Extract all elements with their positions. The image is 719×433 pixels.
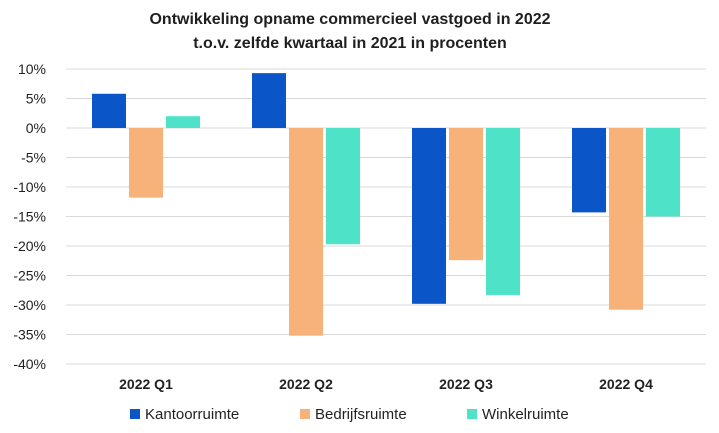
legend: Kantoorruimte Bedrijfsruimte Winkelruimte [130,406,569,423]
bar-kantoorruimte-1 [92,93,126,128]
y-tick-label: -10% [13,179,46,195]
bars [92,73,680,336]
bar-kantoorruimte-2 [252,73,286,128]
y-tick-label: 0% [26,120,46,136]
bar-winkelruimte-4 [646,128,680,217]
x-axis-category-labels: 2022 Q1 2022 Q2 2022 Q3 2022 Q4 [119,376,653,392]
bar-kantoorruimte-4 [572,128,606,213]
bar-bedrijfsruimte-4 [609,128,643,310]
y-tick-label: -40% [13,356,46,372]
legend-label: Bedrijfsruimte [315,406,407,423]
chart-title: Ontwikkeling opname commercieel vastgoed… [149,11,550,28]
y-tick-label: -25% [13,268,46,284]
legend-label: Kantoorruimte [145,406,239,423]
x-category-label: 2022 Q2 [279,376,333,392]
y-tick-label: -30% [13,297,46,313]
x-category-label: 2022 Q1 [119,376,173,392]
legend-swatch [467,409,477,419]
bar-winkelruimte-3 [486,128,520,295]
x-category-label: 2022 Q4 [599,376,653,392]
y-tick-label: -35% [13,327,46,343]
y-axis-tick-labels: 10% 5% 0% -5% -10% -15% -20% -25% -30% -35% -40% [13,61,46,372]
chart-subtitle: t.o.v. zelfde kwartaal in 2021 in procen… [193,35,507,52]
legend-label: Winkelruimte [482,406,569,423]
y-tick-label: -20% [13,238,46,254]
y-tick-label: 5% [26,91,46,107]
legend-swatch [300,409,310,419]
bar-kantoorruimte-3 [412,128,446,304]
bar-bedrijfsruimte-3 [449,128,483,261]
bar-bedrijfsruimte-1 [129,128,163,198]
bar-bedrijfsruimte-2 [289,128,323,336]
bar-winkelruimte-1 [166,116,200,128]
y-tick-label: -15% [13,209,46,225]
y-tick-label: -5% [21,150,46,166]
x-category-label: 2022 Q3 [439,376,493,392]
y-tick-label: 10% [18,61,46,77]
legend-swatch [130,409,140,419]
bar-winkelruimte-2 [326,128,360,245]
